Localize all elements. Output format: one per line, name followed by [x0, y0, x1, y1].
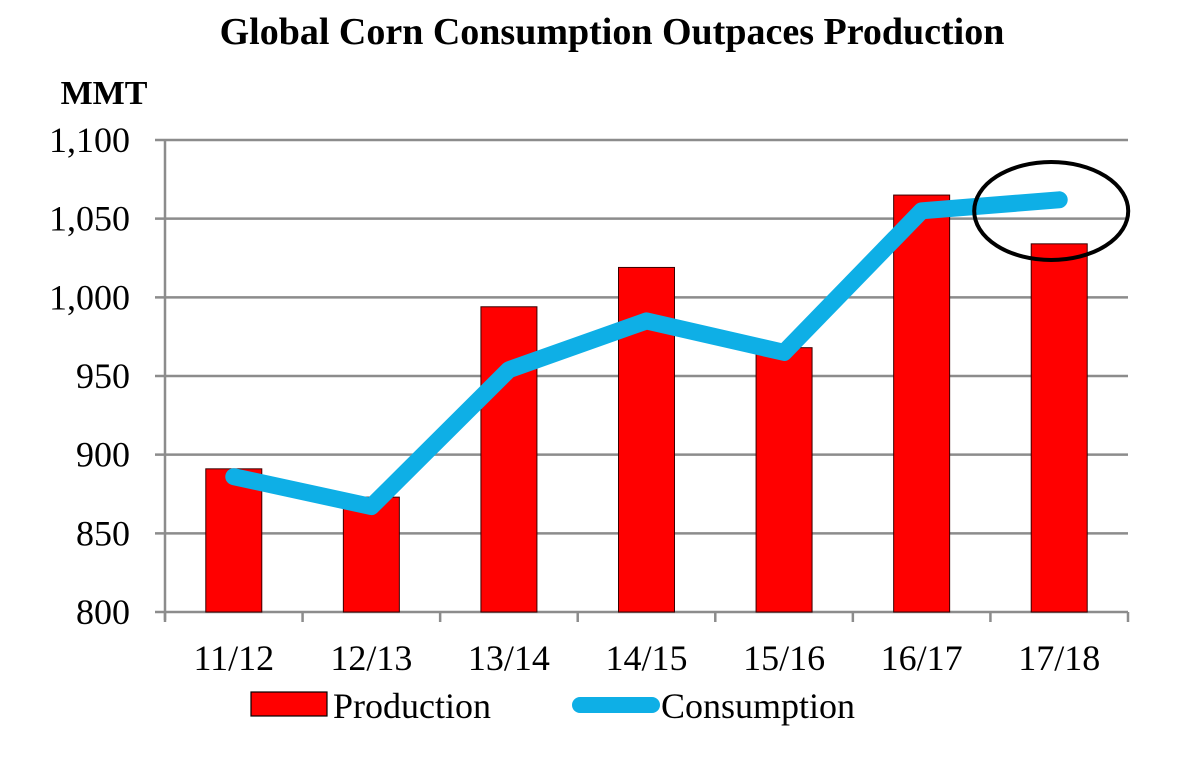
x-tick-label: 11/12: [193, 638, 274, 678]
x-tick-label: 13/14: [468, 638, 550, 678]
axes: [163, 140, 1130, 622]
bar-production: [205, 468, 263, 613]
bar-production: [480, 306, 538, 613]
bar-production: [893, 194, 951, 613]
x-tick-label: 16/17: [881, 638, 963, 678]
legend-production-swatch: [250, 691, 328, 717]
y-tick-label: 800: [76, 592, 130, 632]
highlight-ellipse: [972, 160, 1131, 262]
y-axis-unit-label: MMT: [61, 75, 148, 112]
bar-production: [1030, 243, 1088, 613]
x-tick-label: 14/15: [605, 638, 687, 678]
y-tick-labels: 800 850 900 950 1,000 1,050 1,100: [49, 120, 130, 632]
bar-production: [342, 496, 400, 613]
y-tick-label: 900: [76, 435, 130, 475]
production-bars: [205, 194, 1088, 613]
legend-production-label: Production: [333, 686, 491, 726]
bar-production: [755, 347, 813, 613]
annotations: [972, 160, 1131, 262]
chart-title: Global Corn Consumption Outpaces Product…: [220, 11, 1005, 53]
x-tick-label: 17/18: [1018, 638, 1100, 678]
y-tick-label: 1,050: [49, 199, 130, 239]
legend: Production Consumption: [250, 686, 855, 726]
x-tick-label: 15/16: [743, 638, 825, 678]
x-tick-label: 12/13: [330, 638, 412, 678]
legend-consumption-label: Consumption: [661, 686, 855, 726]
y-tick-label: 850: [76, 513, 130, 553]
y-tick-label: 950: [76, 356, 130, 396]
y-tick-label: 1,100: [49, 120, 130, 160]
y-tick-label: 1,000: [49, 277, 130, 317]
consumption-line: [225, 191, 1068, 516]
x-tick-labels: 11/12 12/13 13/14 14/15 15/16 16/17 17/18: [193, 638, 1100, 678]
